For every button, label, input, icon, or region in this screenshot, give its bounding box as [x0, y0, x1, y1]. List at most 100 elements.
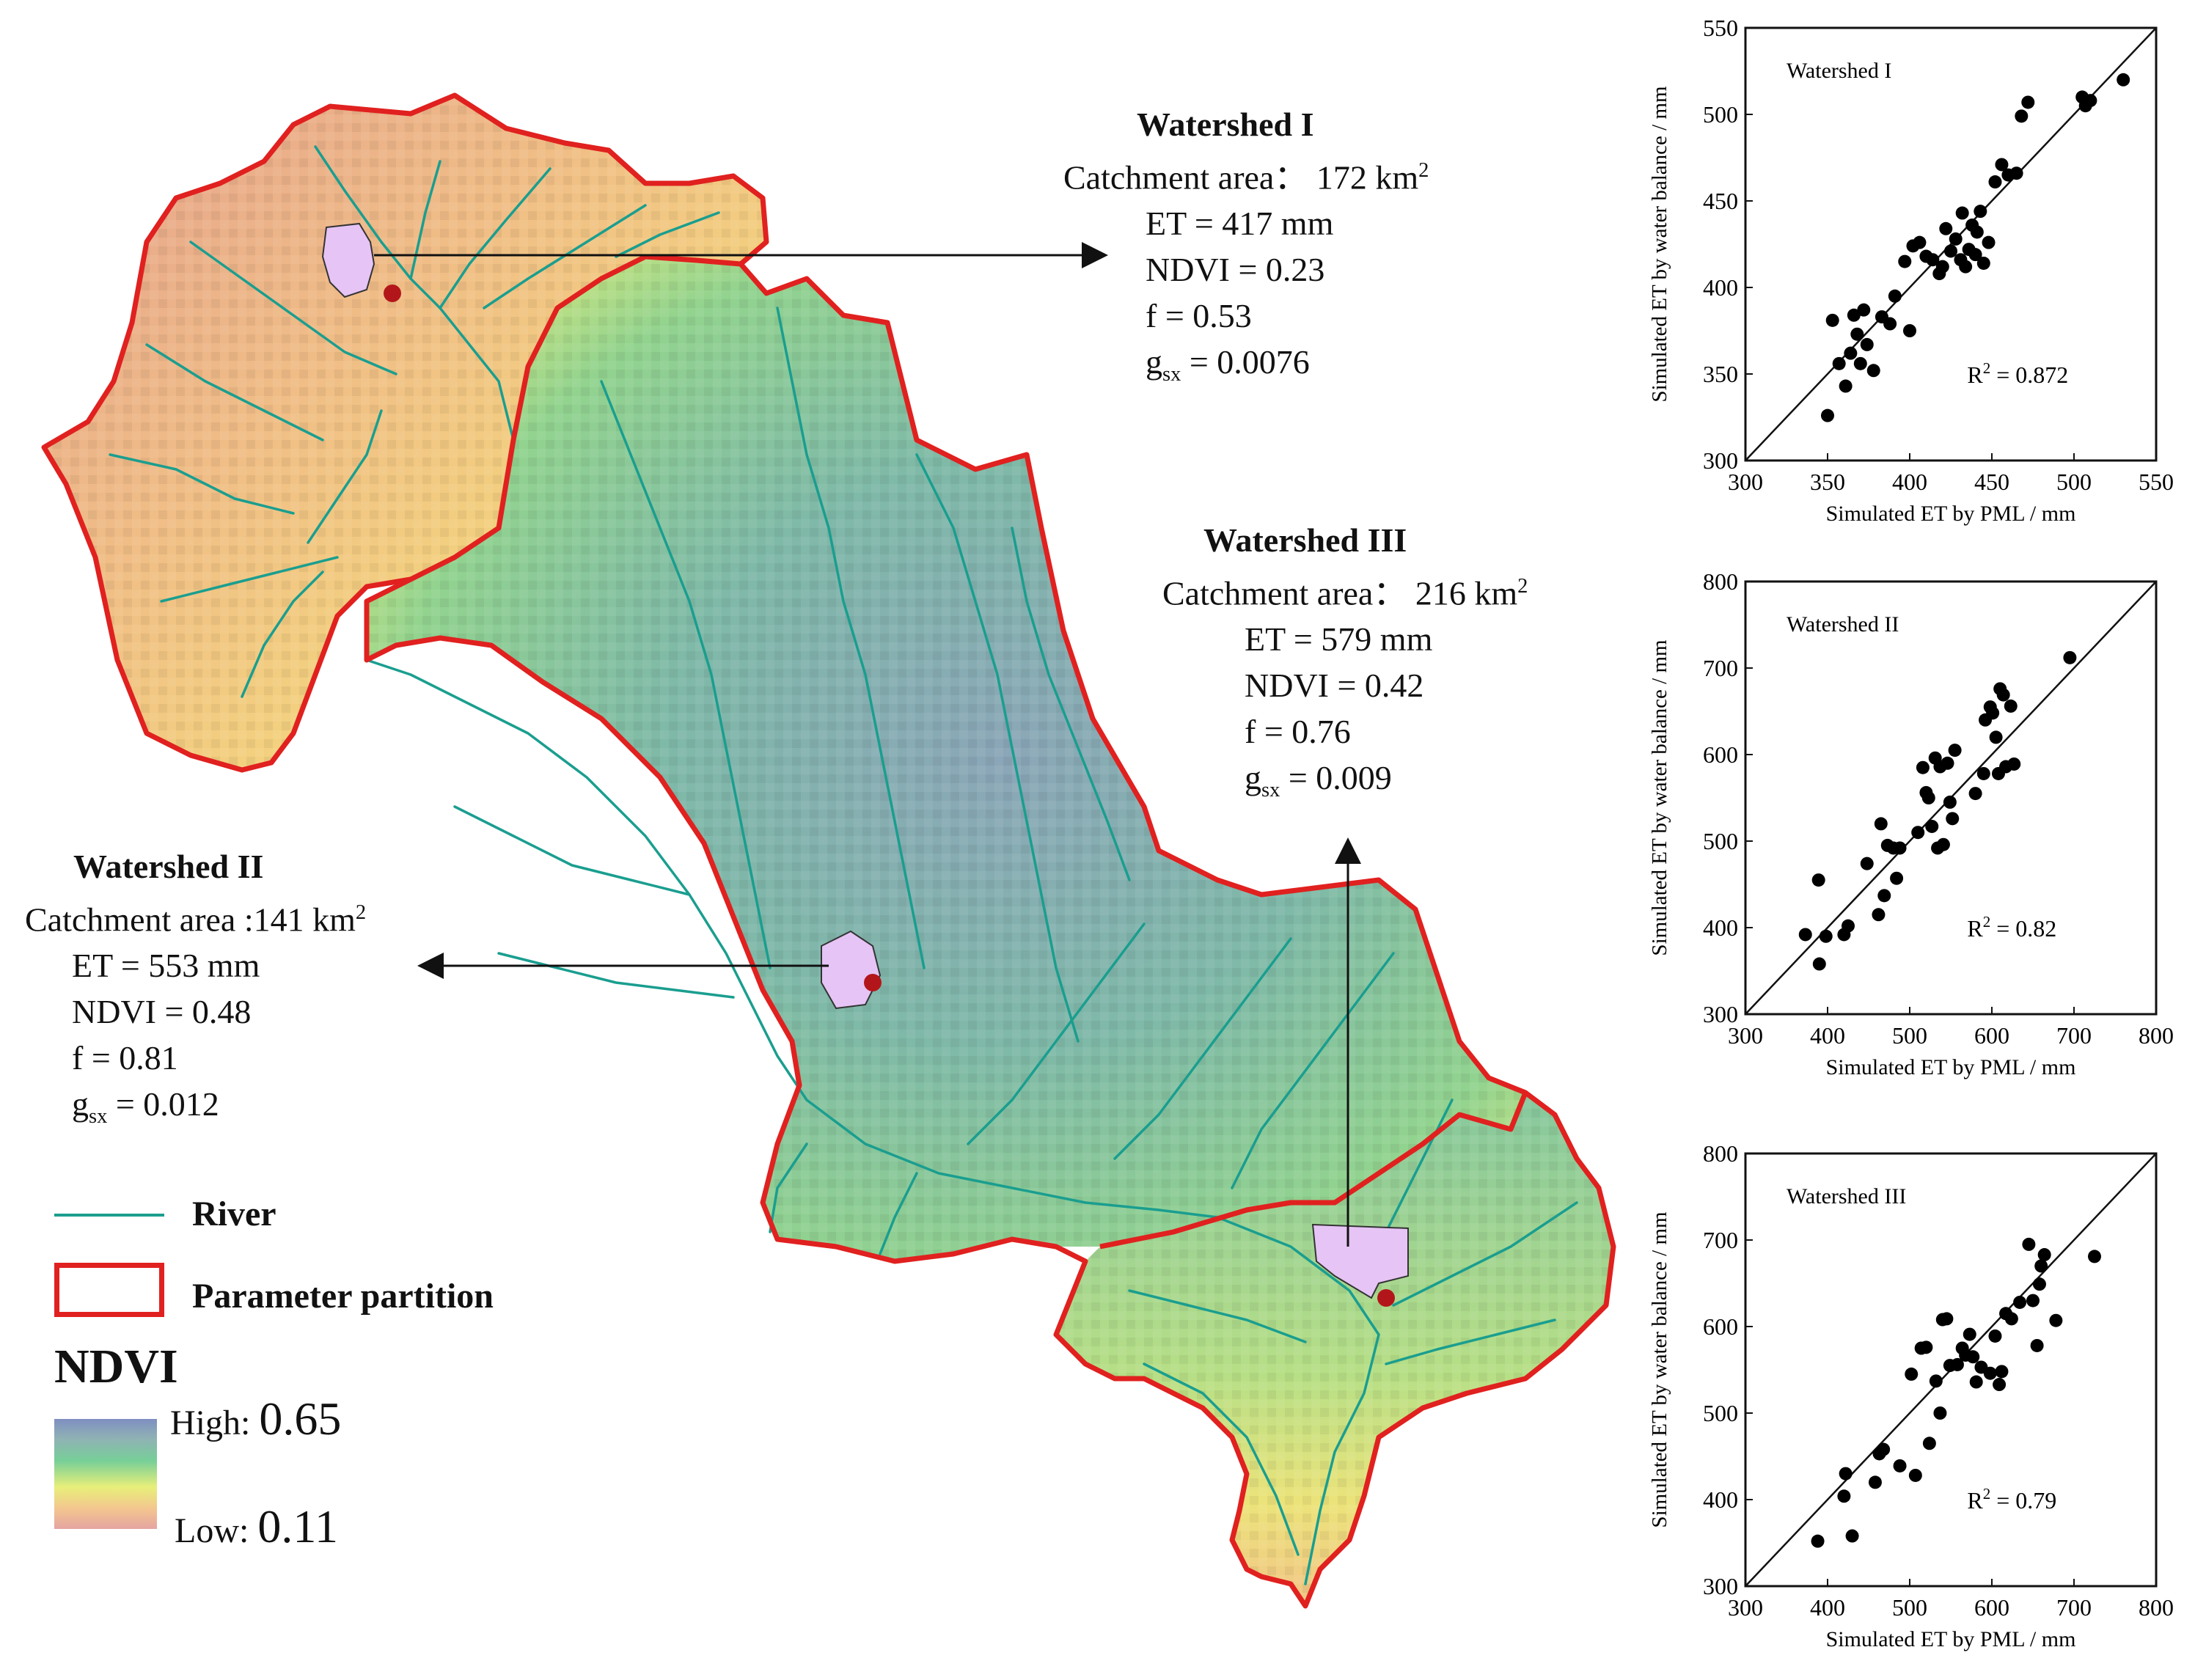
data-point [1811, 873, 1825, 887]
x-tick-label: 500 [1892, 1594, 1927, 1621]
data-point [1929, 1374, 1943, 1388]
x-axis-label: Simulated ET by PML / mm [1826, 502, 2076, 526]
watershed-III-ndvi: NDVI = 0.42 [1245, 667, 1424, 705]
legend-river-swatch [54, 1214, 164, 1217]
y-tick-label: 350 [1703, 361, 1738, 387]
watershed-I-et: ET = 417 mm [1146, 205, 1334, 243]
data-point [1919, 1340, 1933, 1354]
watershed-III-title: Watershed III [1203, 521, 1407, 559]
one-to-one-line [1745, 27, 2157, 461]
x-tick-label: 350 [1810, 469, 1845, 495]
data-point [1888, 289, 1902, 303]
data-point [1946, 812, 1960, 826]
data-point [1955, 206, 1969, 220]
data-point [1812, 957, 1826, 971]
data-point [1941, 756, 1954, 770]
data-point [1943, 795, 1957, 809]
watershed-III-area-line: Catchment area： 216 km2 [1162, 574, 1528, 612]
panel-title: Watershed I [1787, 59, 1891, 83]
data-point [2004, 699, 2018, 713]
data-point [1860, 337, 1874, 351]
data-point [1883, 317, 1897, 331]
y-tick-label: 800 [1703, 568, 1738, 595]
data-point [1939, 221, 1953, 235]
watershed-I-gsx: gsx = 0.0076 [1146, 343, 1310, 386]
data-point [1866, 364, 1880, 378]
y-tick-label: 300 [1703, 1001, 1738, 1027]
data-point [1936, 837, 1950, 851]
y-axis-label: Simulated ET by water balance / mm [1648, 639, 1671, 956]
y-tick-label: 500 [1703, 828, 1738, 854]
data-point [1963, 1327, 1976, 1341]
watershed-III-et: ET = 579 mm [1245, 620, 1433, 659]
data-point [1845, 1529, 1859, 1543]
data-point [2004, 1312, 2018, 1326]
data-point [1989, 730, 2003, 744]
data-point [1837, 1489, 1851, 1503]
data-point [1832, 356, 1846, 370]
data-point [2009, 166, 2023, 180]
y-tick-label: 600 [1703, 1313, 1738, 1340]
data-point [1839, 379, 1853, 393]
plot-frame [1744, 26, 2158, 462]
x-axis-label: Simulated ET by PML / mm [1826, 1055, 2076, 1079]
watershed-II-outlet [864, 974, 882, 991]
data-point [1933, 1406, 1947, 1420]
scatter-plot-watershed-I: 300 350 400 450 500 550 300 350 400 450 500 550 Simu… [1648, 15, 2174, 526]
data-point [1857, 303, 1871, 317]
river-network [109, 145, 1578, 1585]
data-point [1935, 260, 1949, 274]
data-point [1825, 313, 1839, 327]
data-point [1925, 819, 1939, 833]
data-point [1842, 919, 1855, 933]
y-tick-label: 800 [1703, 1140, 1738, 1167]
data-point [1966, 1350, 1980, 1364]
r2-label: R2 = 0.872 [1967, 359, 2068, 388]
data-point [1950, 1357, 1964, 1371]
r2-label: R2 = 0.79 [1967, 1485, 2056, 1514]
watershed-II-f: f = 0.81 [72, 1039, 178, 1077]
watershed-III-gsx: gsx = 0.009 [1245, 759, 1392, 802]
data-point [1968, 248, 1982, 262]
plot-frame [1744, 1152, 2158, 1588]
panel-title: Watershed II [1787, 612, 1899, 637]
data-point [2037, 1248, 2051, 1262]
x-tick-label: 400 [1810, 1594, 1845, 1621]
data-point [1969, 1375, 1983, 1389]
data-point [1959, 260, 1973, 274]
data-point [1847, 308, 1861, 322]
data-point [2084, 94, 2097, 108]
watershed-II-area-line: Catchment area :141 km2 [25, 900, 367, 939]
data-point [1983, 1366, 1997, 1380]
x-tick-label: 700 [2056, 1022, 2092, 1049]
data-point [1948, 744, 1962, 758]
data-point [1913, 235, 1927, 249]
data-point [1921, 791, 1935, 804]
data-point [1940, 1312, 1954, 1326]
x-tick-label: 600 [1974, 1594, 2009, 1621]
watershed-I-title: Watershed I [1137, 106, 1314, 143]
data-point [1798, 928, 1812, 942]
y-tick-label: 400 [1703, 914, 1738, 941]
data-point [1988, 175, 2002, 189]
data-point [1850, 327, 1864, 341]
data-point [1872, 908, 1886, 922]
y-axis-label: Simulated ET by water balance / mm [1648, 86, 1671, 403]
x-tick-label: 600 [1974, 1022, 2009, 1049]
x-axis-label: Simulated ET by PML / mm [1826, 1627, 2076, 1651]
data-point [1908, 1468, 1922, 1482]
data-point [1893, 1459, 1907, 1472]
data-point [2063, 650, 2077, 664]
watershed-I-ndvi: NDVI = 0.23 [1146, 251, 1325, 289]
data-point [1944, 244, 1957, 258]
y-tick-label: 500 [1703, 101, 1738, 128]
y-tick-label: 300 [1703, 447, 1738, 474]
data-point [1995, 1365, 2009, 1379]
data-point [1926, 253, 1940, 267]
x-tick-label: 700 [2056, 1594, 2092, 1621]
data-point [2013, 1295, 2027, 1309]
x-tick-label: 450 [1974, 469, 2009, 495]
legend-partition-swatch [54, 1263, 164, 1317]
watershed-II-ndvi: NDVI = 0.48 [72, 993, 252, 1031]
watershed-II-title: Watershed II [73, 848, 264, 885]
